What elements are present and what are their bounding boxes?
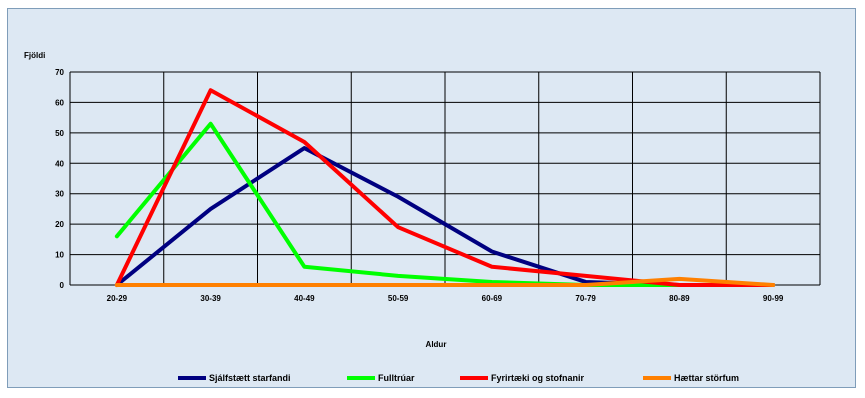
y-axis-label: Fjöldi [24, 51, 45, 60]
legend: Sjálfstætt starfandi Fulltrúar Fyrirtæki o… [178, 373, 739, 383]
legend-label: Hættar störfum [674, 373, 739, 383]
y-tick-label: 70 [55, 68, 64, 77]
x-tick-label: 90-99 [763, 294, 784, 303]
legend-label: Sjálfstætt starfandi [209, 373, 291, 383]
series-line-3 [114, 88, 776, 287]
legend-label: Fulltrúar [378, 373, 415, 383]
y-tick-label: 30 [55, 190, 64, 199]
x-tick-label: 60-69 [482, 294, 503, 303]
x-tick-label: 70-79 [575, 294, 596, 303]
y-tick-label: 10 [55, 251, 64, 260]
x-tick-label: 50-59 [388, 294, 409, 303]
y-tick-label: 60 [55, 98, 64, 107]
legend-label: Fyrirtæki og stofnanir [491, 373, 585, 383]
x-axis-label: Aldur [426, 340, 447, 349]
y-tick-label: 50 [55, 129, 64, 138]
series-line-4 [114, 276, 776, 287]
x-tick-label: 80-89 [669, 294, 690, 303]
x-tick-label: 30-39 [200, 294, 221, 303]
x-tick-label: 20-29 [107, 294, 128, 303]
y-tick-label: 20 [55, 220, 64, 229]
plot-area: 0 10 20 30 40 50 60 70 20-29 30-39 40-49 50-59 60-69… [55, 68, 821, 303]
y-tick-label: 40 [55, 159, 64, 168]
x-tick-label: 40-49 [294, 294, 315, 303]
y-tick-label: 0 [60, 281, 65, 290]
